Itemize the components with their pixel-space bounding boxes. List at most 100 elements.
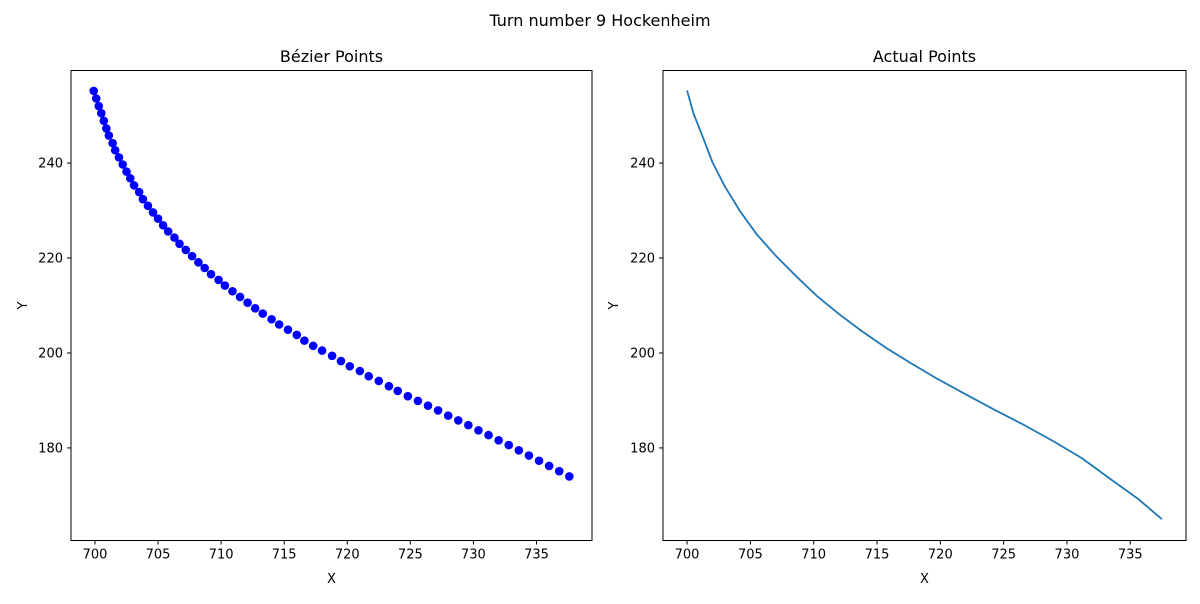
bezier-points-data-point: [534, 456, 544, 466]
bezier-points-data-point: [544, 461, 554, 471]
bezier-points-data-point: [423, 401, 433, 410]
bezier-points-data-point: [327, 351, 337, 361]
bezier-points-data-point: [317, 346, 327, 355]
bezier-points-x-tick-label: 735: [524, 548, 549, 563]
bezier-points-data-point: [345, 361, 355, 371]
bezier-points-data-point: [292, 330, 302, 340]
bezier-points-data-point: [267, 314, 276, 324]
bezier-points-data-point: [148, 208, 158, 217]
actual-points-x-tick-label: 735: [1118, 548, 1143, 563]
actual-points-y-tick-label: 200: [630, 346, 655, 361]
bezier-points-data-point: [102, 124, 111, 133]
bezier-points-data-point: [494, 436, 503, 445]
actual-points-x-tick-label: 725: [991, 548, 1016, 563]
bezier-points-data-point: [96, 108, 106, 118]
actual-points-series-line: [686, 90, 1163, 520]
bezier-points-x-tick-label: 710: [209, 548, 234, 563]
bezier-points-data-point: [104, 131, 114, 140]
bezier-points-data-point: [433, 406, 443, 415]
bezier-points-data-point: [384, 381, 394, 391]
bezier-points-data-point: [308, 341, 318, 351]
bezier-points-title: Bézier Points: [280, 47, 383, 66]
bezier-points-data-point: [274, 320, 284, 329]
bezier-points-data-point: [524, 451, 534, 460]
actual-points-x-tick-label: 700: [675, 548, 700, 563]
bezier-points-data-point: [413, 396, 423, 406]
bezier-points-data-point: [220, 281, 230, 290]
bezier-points-x-tick-label: 730: [461, 548, 486, 563]
bezier-points-data-point: [125, 173, 135, 183]
actual-points-y-tick-label: 240: [630, 157, 655, 172]
bezier-points-data-point: [393, 386, 403, 396]
bezier-points-data-point: [554, 466, 564, 476]
bezier-points-y-tick-label: 220: [38, 252, 63, 267]
bezier-points-y-tick-label: 200: [38, 346, 63, 361]
bezier-points-data-point: [453, 416, 463, 425]
bezier-points-data-point: [143, 201, 153, 211]
figure-title: Turn number 9 Hockenheim: [488, 11, 710, 30]
actual-points-x-tick-label: 710: [801, 548, 826, 563]
panel-bezier-points: Bézier Points X Y 700 705 710 715 720 725 730 7…: [16, 47, 593, 587]
bezier-points-data-point: [110, 145, 120, 155]
bezier-points-x-tick-label: 705: [146, 548, 171, 563]
bezier-points-x-tick-label: 725: [398, 548, 423, 563]
bezier-points-data-point: [170, 233, 179, 242]
bezier-points-data-point: [243, 298, 252, 307]
bezier-points-data-point: [99, 116, 109, 126]
bezier-points-axes-frame: [70, 70, 593, 541]
actual-points-plot-area: 700 705 710 715 720 725 730 735 180 200 220 240: [630, 90, 1163, 563]
bezier-points-data-point: [564, 472, 574, 481]
bezier-points-data-point: [443, 411, 453, 420]
bezier-points-data-point: [214, 275, 223, 285]
bezier-points-data-point: [187, 251, 197, 261]
actual-points-x-axis-label: X: [920, 572, 929, 587]
bezier-points-x-tick-label: 715: [272, 548, 297, 563]
bezier-points-y-tick-label: 180: [38, 441, 63, 456]
bezier-points-data-point: [153, 214, 163, 223]
bezier-points-data-point: [504, 440, 514, 450]
bezier-points-data-point: [181, 245, 191, 255]
bezier-points-data-point: [403, 391, 413, 401]
bezier-points-data-point: [194, 257, 203, 267]
bezier-points-data-point: [283, 325, 293, 335]
actual-points-y-tick-label: 220: [630, 252, 655, 267]
bezier-points-data-point: [250, 304, 260, 313]
bezier-points-data-point: [94, 101, 104, 111]
actual-points-x-tick-label: 720: [928, 548, 953, 563]
bezier-points-data-point: [134, 187, 144, 197]
actual-points-x-tick-label: 715: [865, 548, 890, 563]
bezier-points-y-axis-label: Y: [16, 301, 31, 310]
bezier-points-plot-area: 700 705 710 715 720 725 730 735 180 200 220 240: [38, 86, 574, 563]
actual-points-axes-frame: [662, 70, 1187, 541]
bezier-points-data-point: [129, 181, 139, 190]
bezier-points-data-point: [228, 286, 237, 296]
bezier-points-data-point: [206, 269, 216, 279]
bezier-points-data-point: [91, 94, 101, 103]
bezier-points-data-point: [108, 138, 117, 148]
actual-points-y-tick-label: 180: [630, 441, 655, 456]
bezier-points-data-point: [200, 263, 210, 273]
panel-actual-points: Actual Points X Y 700 705 710 715 720 725 730 7…: [607, 47, 1187, 587]
actual-points-x-tick-label: 705: [738, 548, 763, 563]
bezier-points-x-tick-label: 720: [335, 548, 360, 563]
bezier-points-data-point: [355, 366, 365, 376]
bezier-points-data-point: [158, 220, 168, 230]
bezier-points-data-point: [122, 167, 131, 176]
bezier-points-data-point: [235, 292, 245, 302]
bezier-points-data-point: [114, 153, 124, 162]
bezier-points-data-point: [89, 86, 99, 96]
bezier-points-data-point: [364, 371, 374, 381]
bezier-points-data-point: [258, 309, 268, 318]
bezier-points-data-point: [118, 160, 128, 169]
bezier-points-data-point: [474, 426, 483, 435]
bezier-points-data-point: [138, 194, 148, 204]
actual-points-y-axis-label: Y: [607, 301, 622, 310]
actual-points-title: Actual Points: [873, 47, 976, 66]
bezier-points-data-point: [336, 356, 346, 366]
actual-points-x-tick-label: 730: [1055, 548, 1080, 563]
bezier-points-x-axis-label: X: [327, 572, 336, 587]
bezier-points-y-tick-label: 240: [38, 157, 63, 172]
bezier-points-data-point: [163, 227, 173, 236]
